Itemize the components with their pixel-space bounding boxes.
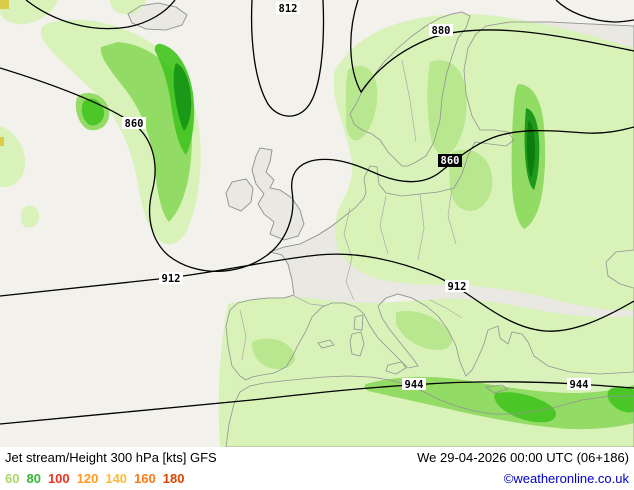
contour-label: 912 — [445, 280, 469, 293]
contour-label: 880 — [429, 24, 453, 37]
contour-label-text: 860 — [441, 155, 460, 167]
border-line — [417, 193, 425, 261]
contour-label-text: 944 — [405, 379, 424, 391]
contour-812 — [250, 0, 325, 117]
jet-dark-northwest — [173, 63, 192, 131]
map-title: Jet stream/Height 300 hPa [kts] GFS — [5, 450, 217, 465]
contour-label: 812 — [276, 2, 300, 15]
legend-value-80: 80 — [26, 471, 41, 486]
border-line — [343, 207, 355, 301]
jet-region-adriatic — [396, 310, 453, 350]
contour-label-text: 912 — [162, 273, 181, 285]
contour-label: 912 — [159, 272, 183, 285]
copyright: ©weatheronline.co.uk — [503, 471, 629, 486]
contour-860 — [0, 67, 634, 272]
jet-bright-africa — [494, 392, 556, 423]
jet-darker-east-core — [527, 120, 535, 178]
contour-labels: 812 880 860 860 912 912 — [122, 2, 591, 391]
jet-yellow-left-edge — [0, 137, 4, 146]
contour-880 — [350, 0, 634, 94]
jet-yellow-corner — [0, 0, 9, 9]
legend-value-120: 120 — [76, 471, 99, 486]
border-line — [239, 309, 247, 361]
legend-value-60: 60 — [5, 471, 20, 486]
contour-912 — [0, 253, 634, 332]
contour-label-text: 812 — [279, 3, 298, 15]
wind-speed-legend: 60 80 100 120 140 160 180 — [5, 471, 184, 486]
jet-patch-left-edge — [0, 126, 26, 187]
contour-label-inverted: 860 — [438, 154, 462, 167]
jet-region-spain — [251, 338, 296, 369]
footer-row-legend: 60 80 100 120 140 160 180 ©weatheronline… — [0, 468, 634, 489]
contour-top-right — [555, 0, 634, 23]
contour-label: 860 — [122, 117, 146, 130]
jet-stream-shading — [0, 0, 634, 447]
border-line — [429, 299, 463, 319]
contour-label-text: 860 — [125, 118, 144, 130]
contour-label: 944 — [567, 378, 591, 391]
contour-label-text: 912 — [448, 281, 467, 293]
border-line — [293, 295, 327, 307]
legend-value-180: 180 — [162, 471, 185, 486]
jet-bright-corner-east — [607, 387, 634, 413]
jet-patch-top — [110, 0, 146, 15]
contour-label-text: 944 — [570, 379, 589, 391]
country-borders — [239, 59, 463, 361]
contour-label-text: 880 — [432, 25, 451, 37]
jet-patch-small — [20, 205, 40, 228]
border-line — [401, 59, 417, 143]
footer-row-title: Jet stream/Height 300 hPa [kts] GFS We 2… — [0, 447, 634, 468]
jet-stream-map: 812 880 860 860 912 912 — [0, 0, 634, 447]
border-line — [379, 195, 389, 255]
jet-region-norway-coast — [345, 66, 378, 141]
contour-label: 944 — [402, 378, 426, 391]
legend-value-160: 160 — [134, 471, 156, 486]
map-datetime: We 29-04-2026 00:00 UTC (06+186) — [417, 450, 629, 465]
footer: Jet stream/Height 300 hPa [kts] GFS We 2… — [0, 447, 634, 490]
legend-value-140: 140 — [105, 471, 128, 486]
contour-top-left — [25, 0, 176, 30]
jet-patch-corner — [0, 0, 58, 25]
border-line — [447, 187, 457, 245]
legend-value-100: 100 — [47, 471, 70, 486]
jet-bright-west-spot — [81, 98, 105, 126]
